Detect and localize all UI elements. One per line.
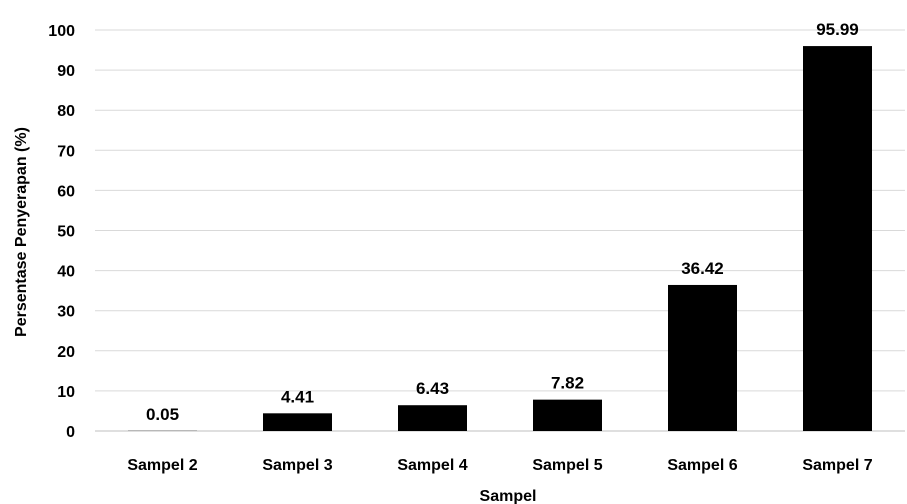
data-label: 0.05 (146, 405, 179, 424)
y-tick-label: 40 (57, 264, 75, 281)
y-tick-label: 100 (48, 23, 75, 40)
y-tick-label: 0 (66, 424, 75, 441)
y-axis-ticks: 0 10 20 30 40 50 60 70 80 90 100 (48, 23, 75, 441)
bars (128, 46, 872, 431)
bar (668, 284, 737, 431)
bar (263, 413, 332, 431)
data-labels: 0.05 4.41 6.43 7.82 36.42 95.99 (146, 20, 859, 424)
x-axis-title: Sampel (480, 488, 537, 504)
gridlines (95, 29, 905, 432)
x-tick-label: Sampel 5 (532, 457, 602, 474)
y-axis-title: Persentase Penyerapan (%) (13, 127, 30, 337)
data-label: 36.42 (681, 259, 724, 278)
x-tick-label: Sampel 4 (397, 457, 467, 474)
bar (803, 46, 872, 431)
y-tick-label: 80 (57, 103, 75, 120)
y-tick-label: 30 (57, 304, 75, 321)
x-tick-label: Sampel 3 (262, 457, 332, 474)
x-tick-label: Sampel 6 (667, 457, 737, 474)
x-tick-label: Sampel 7 (802, 457, 872, 474)
y-tick-label: 50 (57, 224, 75, 241)
y-tick-label: 60 (57, 183, 75, 200)
y-tick-label: 20 (57, 344, 75, 361)
data-label: 6.43 (416, 379, 449, 398)
data-label: 95.99 (816, 20, 859, 39)
y-tick-label: 90 (57, 63, 75, 80)
y-tick-label: 70 (57, 143, 75, 160)
bar (398, 405, 467, 431)
bar (533, 399, 602, 431)
y-tick-label: 10 (57, 384, 75, 401)
data-label: 4.41 (281, 387, 314, 406)
x-tick-label: Sampel 2 (127, 457, 197, 474)
x-axis-ticks: Sampel 2 Sampel 3 Sampel 4 Sampel 5 Sampel 6… (127, 457, 872, 474)
data-label: 7.82 (551, 374, 584, 393)
